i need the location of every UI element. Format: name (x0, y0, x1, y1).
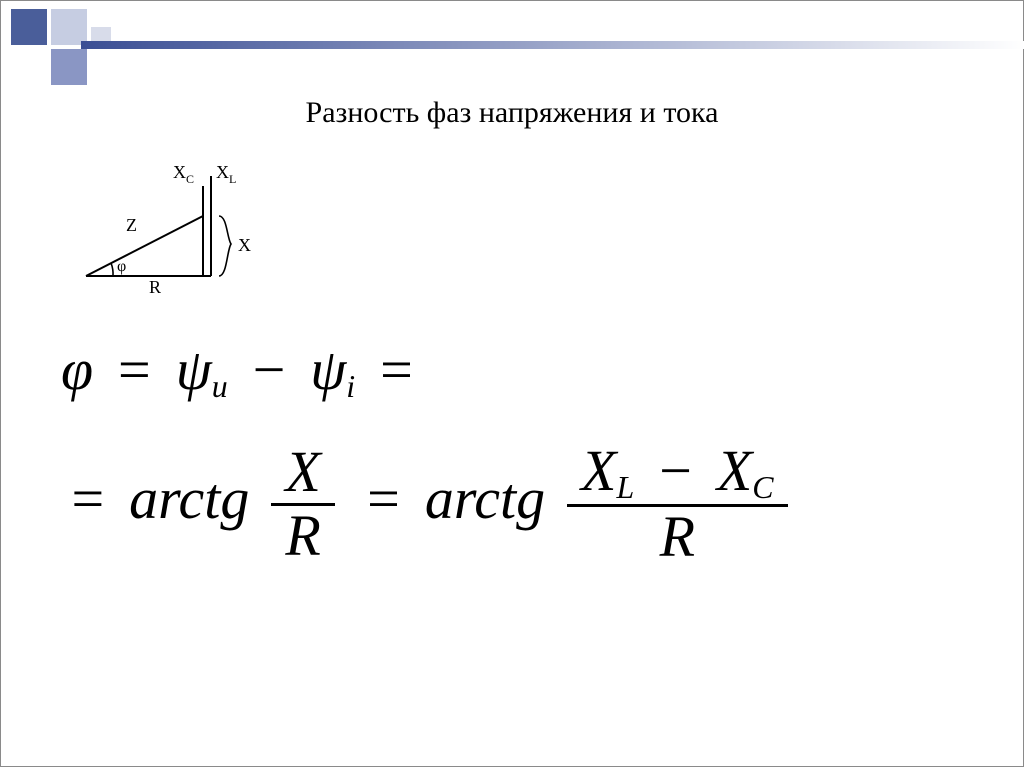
denominator-r-2: R (567, 507, 789, 568)
top-gradient-bar (81, 41, 1024, 49)
denominator-r: R (271, 506, 335, 567)
numerator-x: X (271, 442, 335, 506)
op-minus: − (242, 337, 296, 402)
numerator-xl-minus-xc: XL − XC (567, 441, 789, 507)
fn-arctg-2: arctg (425, 466, 545, 531)
sym-phi: φ (61, 337, 93, 402)
label-r: R (149, 277, 161, 296)
fn-arctg-1: arctg (129, 466, 249, 531)
deco-square (51, 49, 87, 85)
slide: Разность фаз напряжения и тока XC XL Z X… (0, 0, 1024, 767)
sym-psi-i: ψi (310, 337, 355, 402)
label-xc: XC (173, 162, 194, 186)
op-eq: = (108, 337, 162, 402)
op-eq-4: = (357, 466, 411, 531)
formula-line-2: = arctg X R = arctg XL − XC R (61, 441, 795, 568)
formula-line-1: φ = ψu − ψi = (61, 336, 423, 405)
slide-title: Разность фаз напряжения и тока (1, 96, 1023, 130)
op-eq-2: = (370, 337, 424, 402)
deco-square (11, 9, 47, 45)
op-eq-3: = (61, 466, 115, 531)
label-xl: XL (216, 162, 236, 186)
label-phi: φ (117, 258, 126, 275)
impedance-triangle-diagram: XC XL Z X R φ (71, 156, 271, 296)
label-x: X (238, 235, 251, 255)
corner-decoration (11, 9, 171, 69)
deco-square (51, 9, 87, 45)
sym-psi-u: ψu (176, 337, 228, 402)
label-z: Z (126, 215, 137, 235)
fraction-x-over-r: X R (271, 442, 335, 567)
fraction-xl-xc-over-r: XL − XC R (567, 441, 789, 568)
